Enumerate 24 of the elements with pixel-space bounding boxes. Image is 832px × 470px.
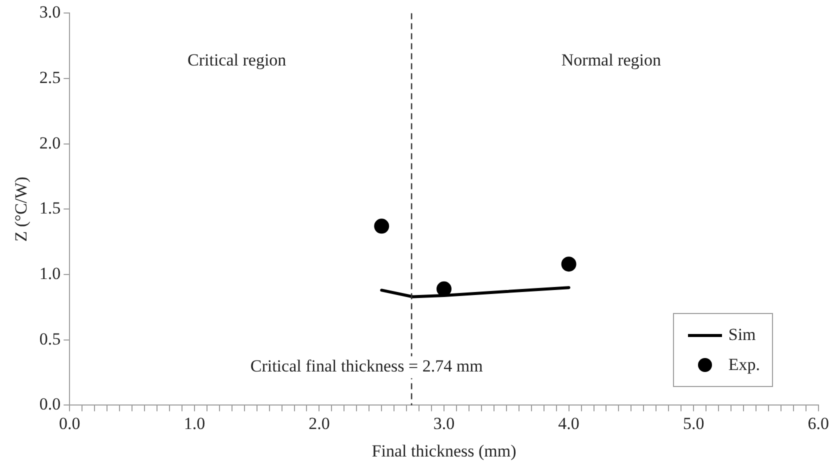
y-tick-label: 0.5 [39, 329, 61, 348]
point [374, 218, 390, 234]
y-tick-label: 2.5 [39, 68, 61, 87]
x-tick-label: 0.0 [59, 414, 80, 433]
point [561, 256, 576, 272]
ref-line-label: Critical final thickness = 2.74 mm [250, 356, 483, 376]
x-tick-label: 4.0 [558, 414, 580, 433]
y-tick-label: 1.5 [39, 198, 61, 218]
x-tick-label: 6.0 [808, 414, 829, 433]
y-tick-label: 3.0 [39, 2, 61, 22]
y-tick-label: 2.0 [39, 133, 61, 152]
annotation: Normal region [561, 50, 662, 70]
annotation: Critical region [187, 50, 287, 70]
x-tick-label: 1.0 [184, 414, 206, 433]
y-tick-label: 1.0 [39, 264, 61, 283]
y-tick-label: 0.0 [39, 394, 61, 414]
x-axis-title: Final thickness (mm) [372, 441, 516, 460]
x-tick-label: 2.0 [308, 414, 330, 433]
x-tick-label: 3.0 [433, 414, 455, 433]
point [436, 281, 452, 296]
legend-label: Sim [728, 325, 756, 346]
y-axis-title: Z (°C/W) [12, 176, 31, 242]
x-tick-label: 5.0 [682, 414, 704, 433]
legend-label: Exp. [728, 355, 760, 376]
